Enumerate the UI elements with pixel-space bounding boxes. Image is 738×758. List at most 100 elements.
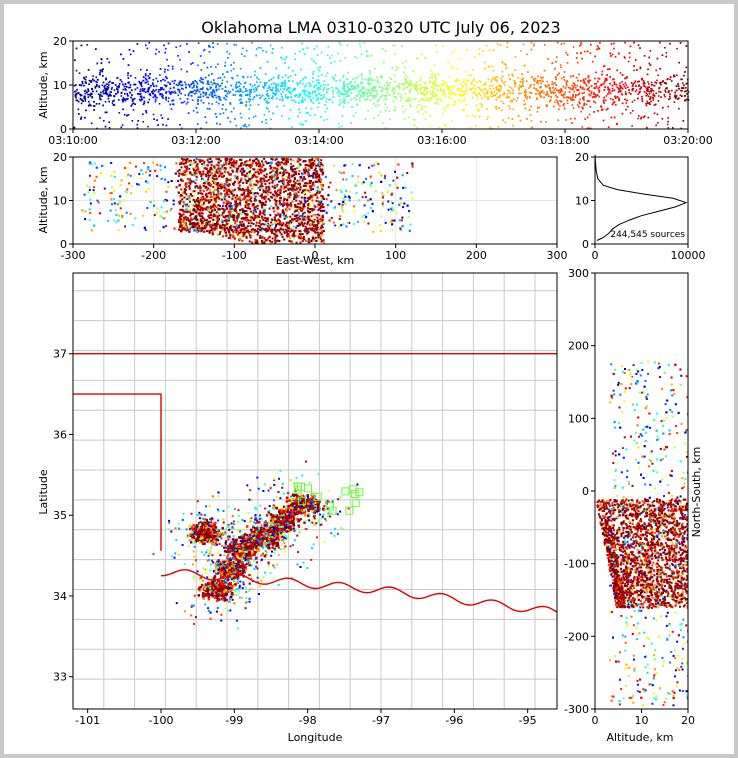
time-altitude-point bbox=[249, 91, 251, 94]
time-altitude-point bbox=[363, 87, 365, 89]
time-altitude-point bbox=[322, 89, 325, 91]
time-altitude-point bbox=[386, 83, 389, 86]
time-altitude-point bbox=[202, 86, 204, 89]
time-altitude-point bbox=[625, 93, 627, 95]
time-altitude-point bbox=[180, 68, 183, 71]
time-altitude-point bbox=[607, 126, 610, 128]
time-altitude-point bbox=[616, 86, 618, 88]
time-altitude-point bbox=[484, 88, 487, 90]
time-altitude-point bbox=[450, 97, 452, 100]
time-altitude-point bbox=[520, 86, 522, 88]
time-altitude-point bbox=[204, 116, 207, 118]
time-altitude-point bbox=[420, 91, 422, 94]
time-altitude-point bbox=[492, 69, 495, 72]
time-altitude-point bbox=[160, 114, 162, 117]
time-altitude-point bbox=[566, 102, 569, 105]
time-altitude-point bbox=[646, 93, 649, 96]
time-altitude-point bbox=[645, 92, 647, 94]
time-altitude-point bbox=[360, 80, 363, 83]
time-altitude-point bbox=[229, 103, 232, 105]
time-altitude-point bbox=[647, 116, 650, 119]
time-altitude-point bbox=[360, 53, 363, 56]
time-altitude-point bbox=[437, 99, 439, 101]
chart-title: Oklahoma LMA 0310-0320 UTC July 06, 2023 bbox=[201, 18, 560, 37]
time-altitude-point bbox=[106, 83, 108, 85]
time-altitude-point bbox=[535, 93, 537, 95]
time-altitude-point bbox=[75, 93, 78, 95]
time-altitude-point bbox=[596, 48, 598, 51]
time-altitude-point bbox=[522, 85, 524, 87]
time-altitude-point bbox=[525, 91, 528, 93]
time-altitude-point bbox=[344, 99, 346, 102]
time-altitude-point bbox=[585, 103, 588, 106]
time-altitude-point bbox=[415, 89, 418, 92]
time-altitude-point bbox=[563, 107, 566, 110]
time-altitude-point bbox=[202, 78, 204, 81]
time-altitude-point bbox=[582, 86, 584, 89]
time-altitude-point bbox=[304, 98, 306, 101]
time-altitude-point bbox=[651, 83, 653, 86]
time-altitude-point bbox=[522, 82, 524, 85]
time-altitude-point bbox=[593, 95, 596, 98]
time-altitude-point bbox=[507, 95, 509, 97]
time-altitude-point bbox=[520, 50, 522, 52]
time-altitude-point bbox=[479, 88, 482, 91]
time-altitude-point bbox=[442, 108, 444, 111]
time-altitude-point bbox=[234, 85, 237, 88]
time-altitude-point bbox=[266, 102, 269, 105]
time-altitude-point bbox=[216, 43, 219, 45]
time-altitude-point bbox=[277, 88, 279, 91]
time-altitude-point bbox=[410, 105, 412, 108]
time-altitude-point bbox=[600, 84, 603, 87]
time-altitude-point bbox=[526, 53, 528, 56]
time-altitude-point bbox=[445, 124, 447, 127]
time-altitude-point bbox=[583, 102, 586, 105]
time-altitude-point bbox=[217, 63, 219, 65]
time-altitude-point bbox=[345, 93, 347, 95]
time-altitude-point bbox=[317, 67, 319, 70]
time-altitude-point bbox=[216, 83, 219, 85]
time-altitude-point bbox=[413, 124, 416, 126]
time-altitude-point bbox=[634, 59, 637, 61]
time-altitude-point bbox=[196, 123, 199, 125]
time-altitude-point bbox=[107, 97, 110, 100]
time-altitude-point bbox=[213, 79, 215, 81]
time-altitude-point bbox=[148, 98, 151, 101]
time-altitude-point bbox=[484, 83, 487, 86]
time-altitude-point bbox=[188, 51, 190, 53]
time-altitude-point bbox=[376, 93, 378, 95]
time-altitude-point bbox=[492, 87, 495, 90]
time-altitude-point bbox=[371, 90, 373, 92]
time-altitude-point bbox=[180, 92, 182, 95]
time-altitude-point bbox=[391, 88, 394, 91]
time-altitude-point bbox=[355, 94, 357, 97]
time-altitude-point bbox=[164, 68, 166, 71]
time-altitude-point bbox=[653, 112, 656, 114]
time-altitude-point bbox=[214, 94, 217, 97]
time-altitude-point bbox=[89, 95, 92, 97]
time-altitude-point bbox=[491, 84, 494, 87]
time-altitude-point bbox=[678, 97, 680, 99]
time-altitude-point bbox=[389, 118, 391, 120]
time-altitude-point bbox=[499, 85, 501, 87]
time-altitude-point bbox=[227, 57, 229, 59]
time-altitude-point bbox=[426, 87, 429, 90]
time-altitude-point bbox=[574, 96, 577, 98]
time-altitude-point bbox=[684, 99, 687, 102]
time-altitude-point bbox=[292, 88, 295, 91]
time-altitude-point bbox=[178, 89, 181, 91]
time-altitude-point bbox=[654, 81, 656, 84]
time-altitude-point bbox=[85, 76, 87, 78]
time-altitude-point bbox=[546, 85, 548, 88]
time-altitude-point bbox=[369, 94, 371, 97]
time-altitude-point bbox=[466, 114, 469, 117]
time-altitude-point bbox=[167, 69, 169, 71]
time-altitude-point bbox=[290, 96, 292, 98]
time-altitude-point bbox=[565, 119, 567, 121]
time-altitude-point bbox=[350, 84, 353, 87]
time-altitude-point bbox=[324, 111, 327, 113]
time-altitude-point bbox=[640, 116, 643, 118]
time-altitude-point bbox=[462, 94, 465, 97]
time-altitude-point bbox=[422, 92, 425, 94]
